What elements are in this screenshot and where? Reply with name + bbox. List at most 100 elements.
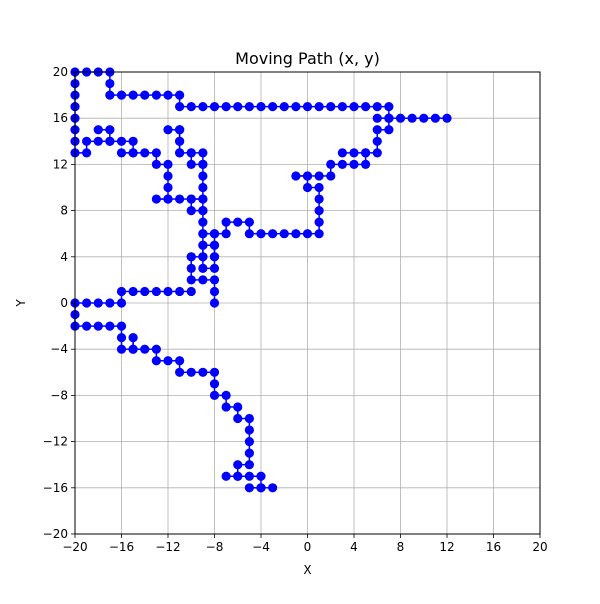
path-point: [314, 206, 324, 216]
path-point: [116, 148, 127, 158]
path-point: [175, 367, 185, 377]
path-point: [326, 171, 336, 181]
y-tick-label: 8: [60, 204, 68, 218]
path-point: [291, 102, 301, 112]
y-tick-label: 16: [53, 111, 68, 125]
path-point: [209, 275, 220, 285]
path-point: [314, 217, 324, 227]
path-point: [326, 159, 336, 169]
path-point: [372, 148, 382, 158]
y-tick-label: 20: [53, 65, 68, 79]
path-point: [198, 182, 208, 193]
y-tick-label: −20: [43, 527, 68, 541]
path-point: [442, 113, 452, 123]
path-point: [384, 125, 394, 135]
path-point: [116, 321, 127, 331]
path-point: [186, 102, 196, 112]
path-point: [209, 286, 220, 297]
y-tick-label: −8: [50, 388, 68, 402]
x-tick-label: −20: [62, 540, 87, 554]
path-point: [140, 148, 150, 158]
path-point: [151, 159, 161, 169]
path-point: [105, 90, 115, 100]
path-point: [244, 483, 254, 493]
path-point: [198, 102, 208, 112]
path-point: [105, 136, 115, 146]
path-points: [70, 67, 452, 493]
path-point: [268, 483, 278, 493]
path-point: [198, 159, 208, 169]
path-point: [163, 125, 173, 135]
path-point: [93, 298, 103, 308]
path-point: [221, 102, 231, 112]
path-point: [221, 217, 231, 227]
path-point: [384, 102, 394, 112]
x-tick-label: 0: [304, 540, 312, 554]
y-tick-label: 0: [60, 296, 68, 310]
path-point: [349, 102, 359, 112]
path-point: [209, 240, 220, 250]
path-point: [256, 229, 266, 239]
path-point: [175, 102, 185, 112]
path-point: [372, 125, 382, 135]
path-point: [186, 159, 196, 169]
path-point: [256, 483, 266, 493]
path-point: [279, 229, 289, 239]
path-point: [314, 229, 324, 239]
path-point: [198, 229, 208, 239]
path-point: [116, 333, 127, 343]
path-point: [163, 90, 173, 100]
path-point: [105, 125, 115, 135]
path-point: [163, 356, 173, 366]
path-point: [302, 102, 313, 112]
path-point: [198, 252, 208, 262]
path-point: [314, 102, 324, 112]
path-point: [256, 102, 266, 112]
x-tick-label: 12: [439, 540, 454, 554]
path-point: [337, 102, 347, 112]
path-point: [116, 90, 127, 100]
path-point: [361, 148, 371, 158]
path-point: [244, 425, 254, 435]
path-point: [175, 286, 185, 297]
y-tick-label: −4: [50, 342, 68, 356]
path-point: [151, 344, 161, 354]
y-tick-label: −16: [43, 481, 68, 495]
path-point: [186, 206, 196, 216]
path-point: [314, 182, 324, 193]
path-point: [372, 113, 382, 123]
path-point: [82, 298, 92, 308]
path-point: [419, 113, 429, 123]
path-point: [186, 286, 196, 297]
path-point: [314, 194, 324, 204]
path-point: [302, 171, 313, 181]
path-point: [291, 229, 301, 239]
path-point: [186, 367, 196, 377]
path-point: [268, 102, 278, 112]
path-point: [221, 229, 231, 239]
path-point: [163, 194, 173, 204]
path-point: [175, 125, 185, 135]
path-point: [372, 136, 382, 146]
path-point: [209, 252, 220, 262]
path-point: [291, 171, 301, 181]
path-point: [186, 252, 196, 262]
path-point: [244, 102, 254, 112]
x-tick-label: −4: [252, 540, 270, 554]
y-tick-label: −12: [43, 435, 68, 449]
path-point: [198, 148, 208, 158]
path-point: [244, 217, 254, 227]
path-point: [186, 275, 196, 285]
path-point: [198, 240, 208, 250]
path-point: [128, 148, 138, 158]
path-point: [361, 159, 371, 169]
y-axis-label: Y: [14, 299, 28, 308]
path-point: [256, 471, 266, 481]
path-point: [163, 182, 173, 193]
x-tick-label: −8: [206, 540, 224, 554]
x-tick-label: 20: [532, 540, 547, 554]
path-point: [151, 194, 161, 204]
path-point: [151, 90, 161, 100]
path-point: [128, 344, 138, 354]
